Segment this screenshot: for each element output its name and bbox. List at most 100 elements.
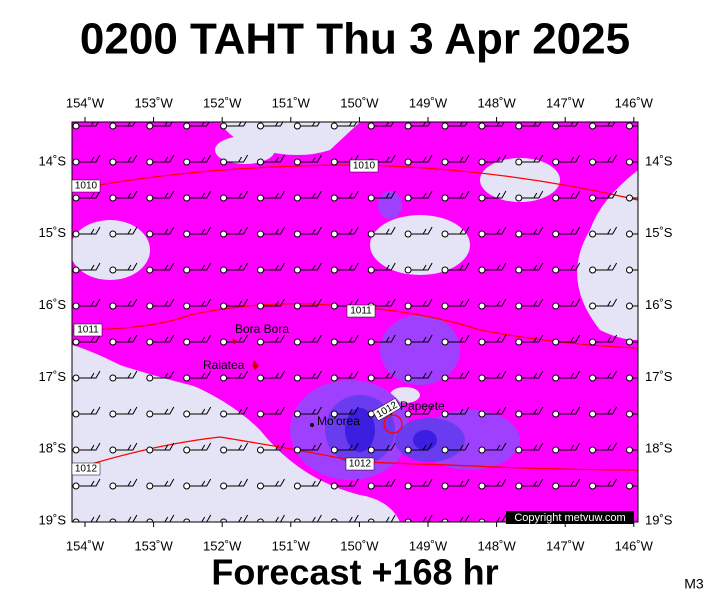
barb-station — [330, 446, 338, 454]
lat-label: 14˚S — [39, 153, 67, 168]
barb-station — [183, 122, 191, 130]
wind-barb — [293, 334, 322, 346]
wind-barb — [478, 370, 507, 382]
barb-staff — [411, 442, 433, 451]
barb-station — [478, 194, 486, 202]
barb-staff — [300, 298, 322, 307]
barb-station — [367, 230, 375, 238]
barb-station — [146, 518, 154, 522]
barb-staff — [189, 406, 212, 415]
barb-station — [109, 230, 117, 238]
wind-barb — [220, 154, 249, 166]
barb-station — [109, 194, 117, 202]
wind-barb — [589, 154, 618, 166]
barb-station — [552, 266, 560, 274]
barb-staff — [595, 406, 618, 415]
barb-station — [220, 518, 228, 522]
wind-barb — [183, 154, 212, 166]
place-label: Papeete — [400, 399, 445, 413]
barb-station — [404, 266, 412, 274]
barb-staff — [79, 478, 101, 487]
barb-station — [293, 482, 301, 490]
wind-barb — [109, 226, 138, 238]
barb-station — [515, 482, 523, 490]
barb-station — [72, 374, 80, 382]
lat-label: 19˚S — [39, 512, 67, 527]
wind-barb — [72, 298, 101, 310]
barb-station — [183, 302, 191, 310]
barb-station — [293, 374, 301, 382]
wind-barb — [478, 122, 505, 130]
wind-barb — [183, 406, 212, 418]
wind-barb — [257, 154, 285, 166]
barb-station — [146, 122, 154, 130]
barb-station — [257, 122, 264, 130]
lon-label: 152˚W — [203, 95, 242, 110]
lon-label: 150˚W — [340, 538, 379, 553]
wind-barb — [330, 334, 359, 346]
barb-station — [589, 158, 597, 166]
wind-barb — [552, 154, 581, 166]
copyright: Copyright metvuw.com — [514, 512, 625, 524]
wind-barb — [441, 514, 470, 522]
barb-staff — [521, 334, 544, 343]
wind-barb — [146, 262, 175, 274]
wind-barb — [367, 478, 396, 490]
wind-barb — [478, 262, 507, 274]
barb-station — [589, 266, 597, 274]
barb-staff — [115, 122, 136, 127]
barb-station — [552, 230, 560, 238]
wind-barb — [626, 122, 638, 130]
barb-station — [220, 122, 228, 130]
wind-barb — [220, 190, 249, 202]
wind-barb — [367, 442, 396, 454]
barb-staff — [79, 226, 101, 235]
barb-station — [257, 230, 264, 238]
wind-barb — [257, 514, 285, 522]
wind-barb — [183, 298, 212, 310]
barb-station — [552, 482, 560, 490]
barb-staff — [300, 334, 322, 343]
barb-staff — [374, 442, 396, 451]
wind-barb — [441, 262, 470, 274]
barb-station — [441, 374, 449, 382]
wind-barb — [626, 482, 638, 490]
barb-staff — [115, 226, 138, 235]
barb-station — [293, 410, 301, 418]
wind-barb — [220, 122, 247, 130]
barb-staff — [300, 406, 322, 415]
barb-station — [441, 122, 449, 130]
wind-barb — [72, 262, 101, 274]
barb-staff — [226, 406, 249, 415]
barb-station — [478, 338, 486, 346]
barb-staff — [448, 514, 470, 522]
barb-station — [478, 410, 486, 418]
barb-station — [72, 518, 80, 522]
wind-barb — [367, 334, 396, 346]
barb-station — [146, 374, 154, 382]
barb-station — [146, 410, 154, 418]
barb-station — [183, 338, 191, 346]
barb-station — [515, 446, 523, 454]
wind-barb — [257, 226, 285, 238]
barb-staff — [374, 298, 396, 307]
wind-barb — [478, 154, 507, 166]
wind-barb — [109, 442, 138, 454]
barb-station — [220, 374, 228, 382]
barb-staff — [595, 122, 616, 127]
barb-station — [441, 230, 449, 238]
wind-barb — [220, 370, 249, 382]
barb-staff — [189, 298, 212, 307]
barb-station — [589, 446, 597, 454]
barb-station — [515, 302, 523, 310]
wind-barb — [72, 478, 101, 490]
barb-staff — [448, 478, 470, 487]
barb-staff — [558, 122, 579, 127]
wind-barb — [589, 190, 618, 202]
barb-staff — [411, 154, 433, 163]
barb-staff — [374, 122, 395, 127]
wind-barb — [220, 298, 249, 310]
wind-barb — [478, 478, 507, 490]
barb-station — [589, 410, 597, 418]
wind-barb — [146, 298, 175, 310]
